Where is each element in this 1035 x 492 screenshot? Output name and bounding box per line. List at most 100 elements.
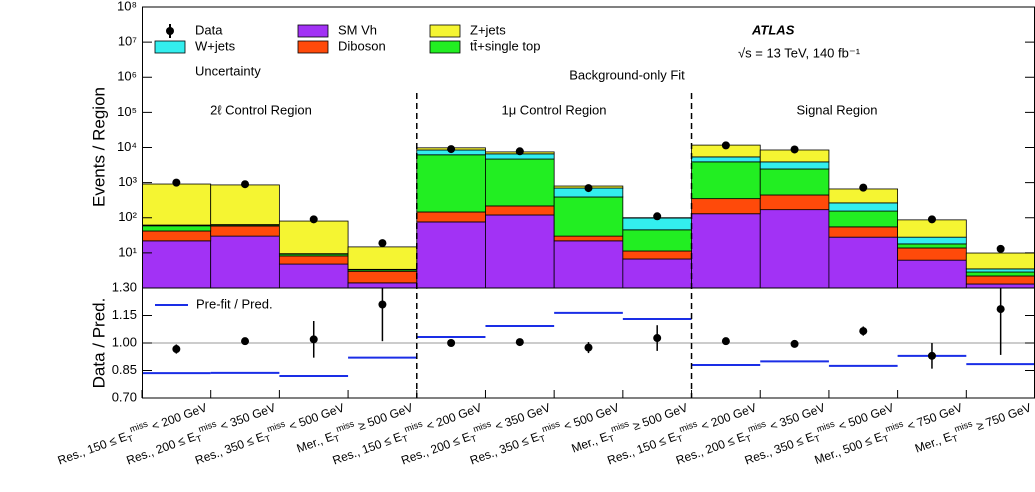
y-tick-label: 0.85: [112, 362, 137, 377]
legend-label: Z+jets: [470, 22, 506, 37]
stack-segment: [142, 225, 212, 232]
stack-segment: [347, 246, 418, 270]
data-point: [790, 339, 799, 348]
data-point: [927, 351, 936, 360]
stack-segment: [691, 198, 761, 215]
stack-segment: [416, 211, 486, 223]
data-point: [721, 337, 730, 346]
data-point: [309, 215, 318, 224]
legend-label: Pre-fit / Pred.: [196, 296, 273, 311]
y-axis-title: Events / Region: [89, 87, 108, 207]
y-tick-label: 1.15: [112, 307, 137, 322]
energy-label: √s = 13 TeV, 140 fb⁻¹: [738, 45, 861, 60]
y-tick-label: 10⁵: [117, 104, 137, 119]
data-point: [653, 334, 662, 343]
label-part: ≥ 750 GeV: [971, 401, 1033, 435]
label-part: Mer., E: [570, 430, 611, 456]
legend-label: Diboson: [338, 38, 386, 53]
label-part: T: [744, 434, 753, 445]
label-part: T: [882, 434, 891, 445]
data-point: [378, 239, 387, 248]
stack-segment: [142, 240, 212, 288]
data-point: [241, 337, 250, 346]
y-tick-label: 1.30: [112, 279, 137, 294]
y-tick-label: 10¹: [118, 244, 137, 259]
y-tick-label: 10²: [118, 209, 137, 224]
stack-segment: [622, 250, 692, 260]
legend-label: W+jets: [195, 38, 236, 53]
label-part: T: [676, 434, 685, 445]
legend-swatch: [297, 24, 329, 38]
stack-segment: [210, 225, 280, 237]
stack-segment: [897, 247, 967, 261]
label-part: Res., 150 ≤ E: [605, 430, 678, 468]
legend-label: Data: [195, 22, 223, 37]
stack-segment: [691, 156, 761, 163]
y-tick-label: 1.00: [112, 334, 137, 349]
label-part: T: [401, 434, 410, 445]
stack-segment: [828, 202, 899, 212]
data-point: [653, 212, 662, 221]
legend-swatch: [154, 40, 186, 54]
data-point: [515, 147, 524, 156]
label-part: Mer., E: [913, 430, 954, 456]
label-part: T: [951, 433, 960, 444]
stack-segment: [485, 205, 555, 216]
stack-segment: [347, 270, 418, 284]
x-tick-label: Mer., ETmiss ≥ 750 GeV: [912, 398, 1034, 458]
stack-segment: [416, 154, 486, 213]
stack-segment: [759, 209, 830, 288]
stack-segment: [828, 210, 899, 228]
legend-swatch: [429, 24, 461, 38]
data-point: [584, 184, 593, 193]
stack-segment: [142, 183, 212, 226]
data-point: [584, 343, 593, 352]
label-part: T: [813, 434, 822, 445]
data-point: [927, 215, 936, 224]
stack-segment: [622, 258, 692, 288]
stack-segment: [828, 226, 899, 238]
label-part: Res., 350 ≤ E: [468, 430, 541, 468]
label-part: T: [333, 433, 342, 444]
stack-segment: [691, 213, 761, 288]
label-part: Mer., 500 ≤ E: [813, 430, 885, 468]
experiment-label: ATLAS: [751, 22, 795, 37]
data-point: [309, 335, 318, 344]
label-part: T: [538, 434, 547, 445]
label-part: Res., 200 ≤ E: [125, 430, 198, 468]
stack-segment: [485, 158, 555, 207]
stack-segment: [897, 259, 967, 288]
stack-segment: [278, 263, 349, 288]
data-point: [447, 339, 456, 347]
fit-label: Background-only Fit: [569, 67, 685, 82]
stack-segment: [622, 229, 692, 252]
stack-segment: [965, 275, 1035, 285]
legend-swatch: [297, 40, 329, 54]
region-label: 2ℓ Control Region: [210, 102, 312, 117]
stack-segment: [553, 235, 624, 242]
stack-segment: [142, 230, 212, 242]
stack-segment: [759, 161, 830, 170]
region-label: 1μ Control Region: [501, 102, 606, 117]
data-point: [241, 180, 250, 189]
stack-segment: [965, 268, 1035, 273]
legend-label: Uncertainty: [195, 63, 261, 78]
label-part: T: [607, 433, 616, 444]
data-point: [859, 183, 868, 192]
stack-segment: [965, 283, 1035, 288]
stack-segment: [897, 236, 967, 245]
data-point: [447, 145, 456, 154]
label-part: T: [264, 434, 273, 445]
label-part: Res., 350 ≤ E: [743, 430, 816, 468]
stack-segment: [210, 235, 280, 288]
y-tick-label: 10⁴: [117, 139, 137, 154]
y-tick-label: 0.70: [112, 389, 137, 404]
data-point: [172, 178, 181, 187]
data-point: [172, 345, 181, 354]
stack-segment: [485, 214, 555, 288]
stack-segment: [210, 184, 280, 225]
region-label: Signal Region: [797, 102, 878, 117]
stack-segment: [965, 271, 1035, 277]
label-part: Res., 200 ≤ E: [674, 430, 747, 468]
